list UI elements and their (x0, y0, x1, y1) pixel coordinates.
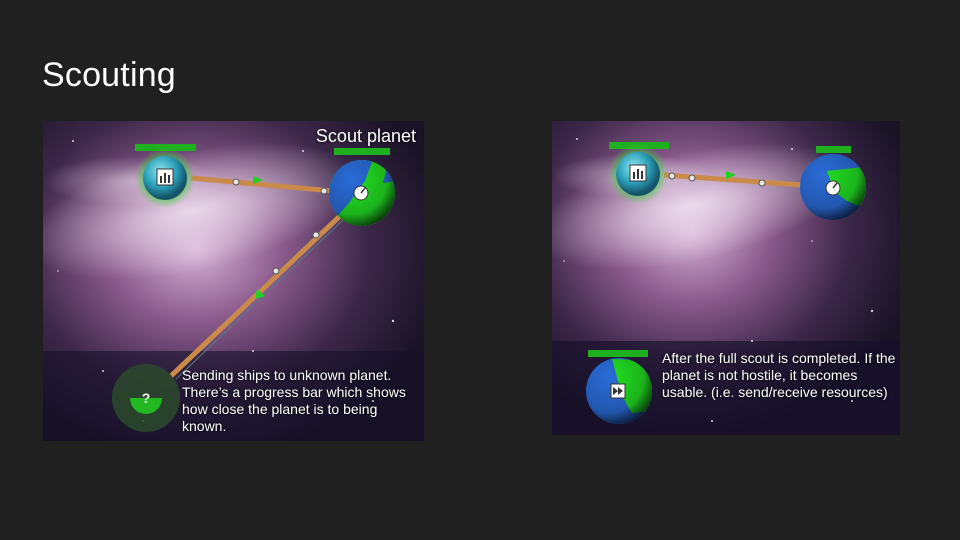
game-view-right (552, 121, 900, 435)
ship-arrow (726, 171, 736, 179)
question-icon: ? (142, 390, 151, 406)
scout-planet-health-bar (334, 148, 390, 155)
scout-in-progress-screenshot: ? Scout planet Sending ships to unknown … (43, 121, 424, 441)
scouted-planet-health-bar (816, 146, 851, 153)
factory-icon (629, 164, 647, 182)
home-planet-health-bar (135, 144, 196, 151)
usable-planet-health-bar (588, 350, 648, 357)
fast-forward-icon (610, 383, 626, 399)
scout-complete-caption: After the full scout is completed. If th… (662, 350, 896, 400)
slide-title: Scouting (42, 56, 176, 94)
gauge-icon (353, 185, 369, 201)
game-view-left: ? (43, 121, 424, 441)
factory-icon (156, 168, 174, 186)
scout-planet-label: Scout planet (315, 126, 416, 146)
scout-progress-indicator (130, 398, 162, 414)
scout-complete-screenshot: After the full scout is completed. If th… (552, 121, 900, 435)
scouting-caption: Sending ships to unknown planet. There’s… (182, 367, 406, 434)
route-home-to-scouted-planet (663, 172, 803, 188)
route-home-to-scout-planet (190, 175, 334, 194)
ship-arrow (255, 289, 265, 299)
ship-arrow (253, 176, 263, 184)
ship-markers (668, 172, 766, 187)
route-to-unknown-planet (169, 214, 342, 378)
gauge-icon (825, 180, 841, 196)
